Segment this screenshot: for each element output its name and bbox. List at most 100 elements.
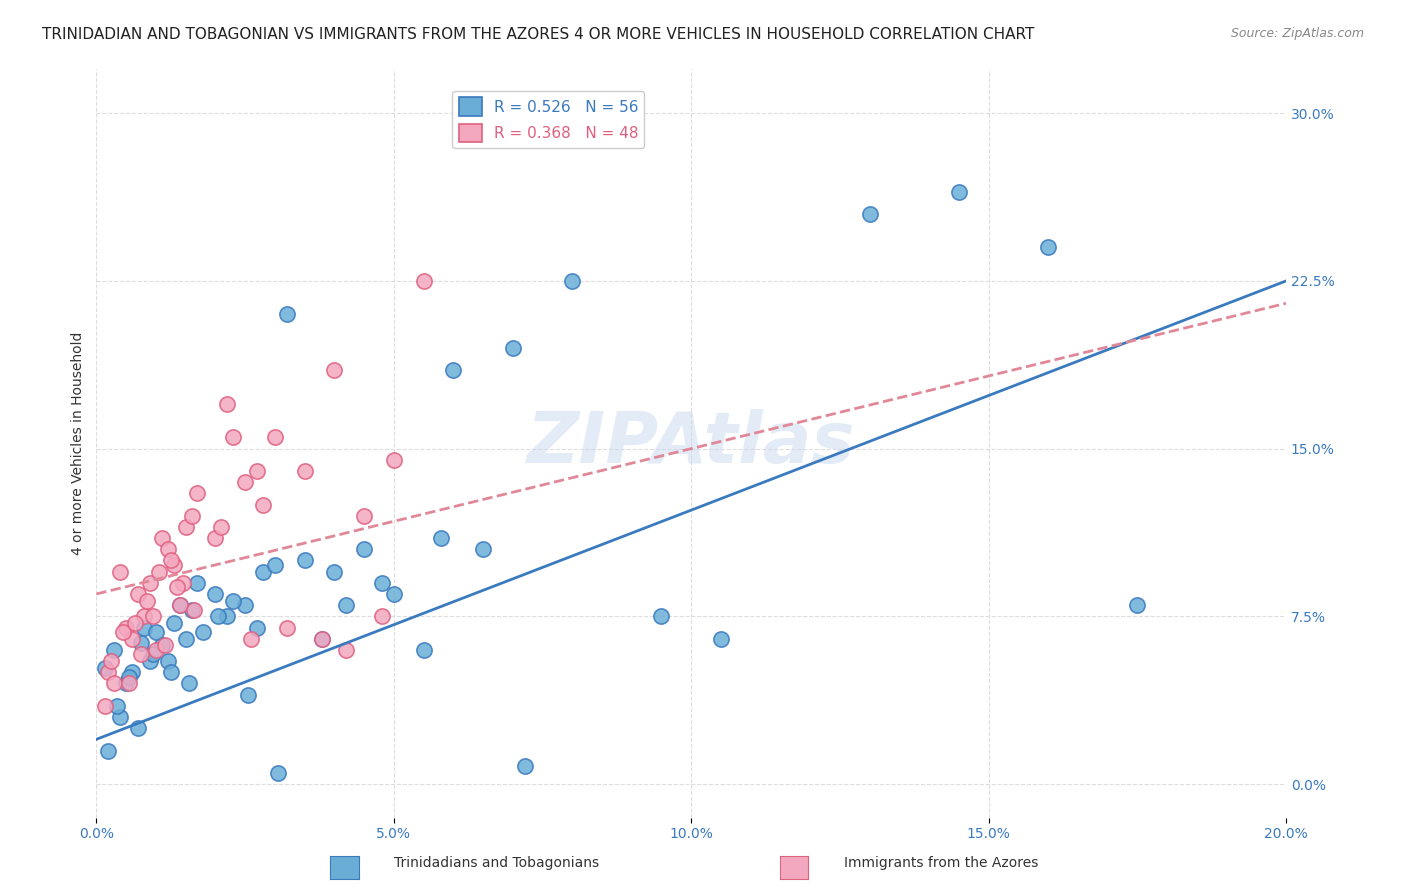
Point [382, 587, 405, 601]
Point [156, 654, 179, 668]
Point [159, 553, 181, 567]
Point [193, 625, 215, 640]
Text: Source: ZipAtlas.com: Source: ZipAtlas.com [1230, 27, 1364, 40]
Point [97, 743, 120, 757]
Point [153, 639, 176, 653]
Point [353, 508, 375, 523]
Point [276, 621, 298, 635]
Point [441, 363, 464, 377]
Point [267, 765, 290, 780]
Point [294, 464, 316, 478]
Point [180, 508, 202, 523]
Point [132, 609, 155, 624]
Point [246, 464, 269, 478]
Point [240, 632, 263, 646]
Point [142, 609, 165, 624]
Point [94, 698, 117, 713]
Point [177, 676, 200, 690]
Point [252, 498, 274, 512]
Point [118, 676, 141, 690]
Point [323, 363, 346, 377]
Point [132, 621, 155, 635]
Point [97, 665, 120, 680]
Point [156, 542, 179, 557]
Point [311, 632, 333, 646]
Point [139, 575, 162, 590]
Point [513, 759, 536, 773]
Point [236, 688, 259, 702]
Point [124, 615, 146, 630]
Point [276, 308, 298, 322]
Point [294, 553, 316, 567]
Text: ZIPAtlas: ZIPAtlas [527, 409, 855, 477]
Point [115, 621, 138, 635]
Point [412, 643, 434, 657]
Point [430, 531, 453, 545]
Point [108, 710, 131, 724]
Point [163, 615, 186, 630]
Point [172, 575, 194, 590]
Point [217, 397, 239, 411]
Point [204, 531, 226, 545]
Point [129, 648, 152, 662]
Point [246, 621, 269, 635]
Point [150, 639, 173, 653]
Point [174, 632, 197, 646]
Point [335, 643, 357, 657]
Point [148, 565, 170, 579]
Point [159, 665, 181, 680]
Point [561, 274, 583, 288]
Point [710, 632, 733, 646]
Point [121, 665, 143, 680]
Point [263, 558, 285, 572]
Text: TRINIDADIAN AND TOBAGONIAN VS IMMIGRANTS FROM THE AZORES 4 OR MORE VEHICLES IN H: TRINIDADIAN AND TOBAGONIAN VS IMMIGRANTS… [42, 27, 1035, 42]
Point [209, 520, 232, 534]
Point [139, 654, 162, 668]
Point [150, 531, 173, 545]
Point [103, 676, 125, 690]
Point [169, 598, 191, 612]
Point [531, 128, 554, 143]
Point [174, 520, 197, 534]
Y-axis label: 4 or more Vehicles in Household: 4 or more Vehicles in Household [72, 331, 86, 555]
Point [222, 593, 245, 607]
Point [204, 587, 226, 601]
Point [233, 475, 256, 490]
Point [412, 274, 434, 288]
Point [859, 207, 882, 221]
Point [311, 632, 333, 646]
Point [335, 598, 357, 612]
Point [382, 453, 405, 467]
Point [127, 587, 149, 601]
Point [163, 558, 186, 572]
Point [1126, 598, 1149, 612]
Point [121, 632, 143, 646]
Point [650, 609, 672, 624]
Point [371, 609, 394, 624]
Text: Immigrants from the Azores: Immigrants from the Azores [844, 855, 1038, 870]
Point [186, 486, 208, 500]
Point [263, 430, 285, 444]
Legend: R = 0.526   N = 56, R = 0.368   N = 48: R = 0.526 N = 56, R = 0.368 N = 48 [453, 91, 644, 148]
Point [233, 598, 256, 612]
Point [103, 643, 125, 657]
Point [472, 542, 495, 557]
Point [180, 602, 202, 616]
Point [127, 721, 149, 735]
Point [183, 602, 205, 616]
Point [145, 625, 167, 640]
Point [353, 542, 375, 557]
Point [186, 575, 208, 590]
Point [135, 593, 157, 607]
Point [371, 575, 394, 590]
Point [222, 430, 245, 444]
Point [1036, 240, 1059, 254]
Point [108, 565, 131, 579]
Point [115, 676, 138, 690]
Point [166, 580, 188, 594]
Point [169, 598, 191, 612]
Point [94, 661, 117, 675]
Point [948, 185, 970, 199]
Point [252, 565, 274, 579]
Point [105, 698, 128, 713]
